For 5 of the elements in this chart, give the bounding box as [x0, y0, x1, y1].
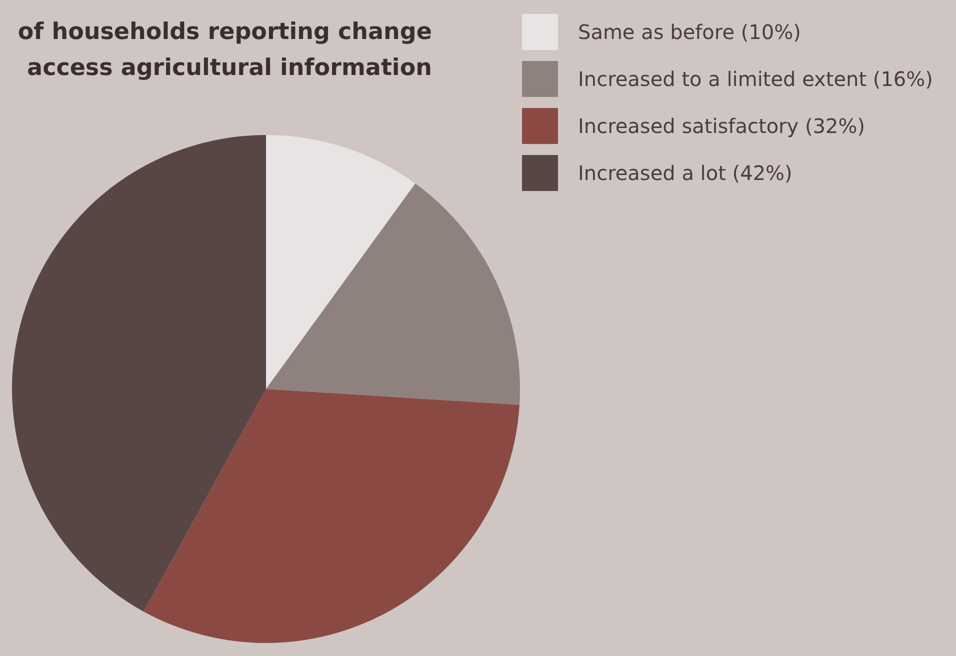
- legend-label: Same as before (10%): [578, 20, 801, 44]
- legend-label: Increased to a limited extent (16%): [578, 67, 933, 91]
- text: of households reporting change access agricultural information: [16, 18, 432, 83]
- legend-label: Increased a lot (42%): [578, 161, 792, 185]
- legend-label: Increased satisfactory (32%): [578, 114, 866, 138]
